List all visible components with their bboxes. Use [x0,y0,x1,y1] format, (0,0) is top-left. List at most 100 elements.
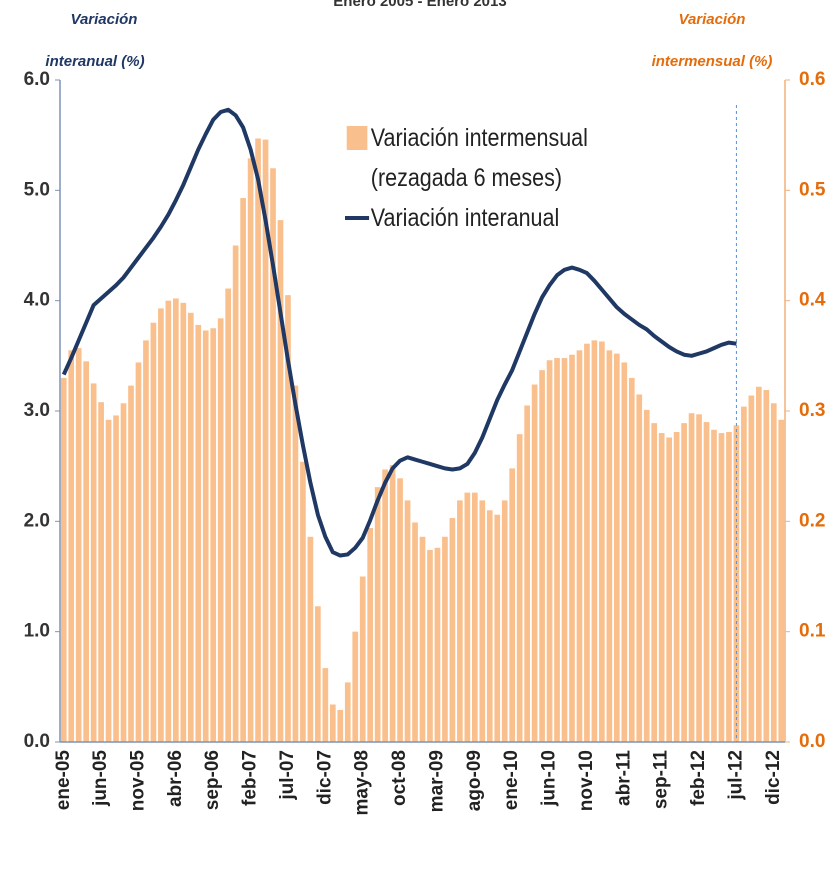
bar [703,422,710,742]
bar [509,468,516,742]
x-tick-label: nov-05 [127,750,148,812]
legend-item: Variación interanual [345,198,594,238]
x-tick-label: ago-09 [464,750,485,811]
bar [158,308,164,742]
bar [599,341,605,742]
x-tick-label: jun-05 [90,750,111,807]
x-tick-label: abr-06 [165,750,186,807]
bar [98,402,104,742]
bar [606,350,613,742]
bar [688,413,695,742]
bar [359,576,366,742]
bar [90,383,97,742]
bar [763,390,770,742]
x-tick-label: abr-11 [613,750,634,806]
bar [516,434,523,742]
bar [569,354,575,742]
x-tick-label: jul-12 [725,750,746,801]
bar [494,514,501,742]
bar [240,198,246,743]
x-tick-label: mar-09 [426,750,447,812]
bar [352,631,359,742]
bar [113,415,119,742]
bar [173,298,179,742]
bar [643,409,650,742]
bar [389,465,396,742]
y2-tick-label: 0.0 [799,731,825,752]
bar [741,406,747,742]
bar [442,536,448,742]
x-tick-label: dic-07 [314,750,335,805]
x-tick-label: sep-06 [202,750,223,810]
legend-swatch [345,216,370,220]
bar [486,510,493,742]
bar [83,361,89,742]
bar [232,245,239,742]
legend-label: Variación intermensual (rezagada 6 meses… [370,124,588,192]
bar [471,492,478,742]
bar [285,295,291,742]
bar [165,300,172,742]
bar [501,500,508,742]
legend-item: Variación intermensual (rezagada 6 meses… [345,118,594,198]
bar [554,358,560,742]
y2-tick-label: 0.5 [799,179,826,200]
chart-subtitle: Enero 2005 - Enero 2013 [333,0,506,10]
bar [105,419,112,742]
bar [315,606,321,742]
bar [479,500,486,742]
bar [681,423,687,742]
bar [546,360,553,742]
bar [397,478,403,742]
x-tick-label: ene-10 [501,750,522,810]
legend-swatch [346,126,368,150]
bar [427,550,433,742]
y2-tick-label: 0.4 [799,290,826,311]
bar [726,431,732,742]
bar [666,437,672,742]
bar [337,710,344,742]
bar [307,536,314,742]
bar [696,414,702,742]
y-tick-label: 0.0 [24,731,50,752]
bar [651,423,658,742]
bar [449,518,456,742]
bar [733,425,740,742]
y-axis-title: interanual (%) [45,53,144,70]
bar [576,350,583,742]
bar [673,431,680,742]
bar [382,469,388,742]
x-tick-label: may-08 [352,750,373,816]
bar [367,527,374,742]
line [61,107,737,558]
bar [412,522,418,742]
bar [262,139,269,742]
bar [464,492,471,742]
bar [419,536,426,742]
bar [770,403,777,742]
legend-label: Variación interanual [370,204,560,232]
y2-tick-label: 0.3 [799,400,825,421]
x-tick-label: nov-10 [576,750,597,811]
y2-axis-title: intermensual (%) [652,53,773,70]
y2-tick-label: 0.2 [799,510,825,531]
y2-tick-label: 0.1 [799,621,826,642]
bar [135,362,142,742]
bar [292,385,299,742]
bar [374,487,381,742]
bar [195,324,202,742]
y2-axis-title: Variación [679,11,746,28]
y-axis-title: Variación [71,11,138,28]
bar [300,461,306,742]
y2-tick-label: 0.6 [799,69,825,90]
bar [210,328,217,742]
bar [531,384,538,742]
bar [524,405,530,742]
bar [75,348,82,742]
bar [613,353,620,742]
bar [255,138,261,742]
bar [628,377,635,742]
legend: Variación intermensual (rezagada 6 meses… [345,118,594,238]
y-tick-label: 3.0 [24,400,50,421]
